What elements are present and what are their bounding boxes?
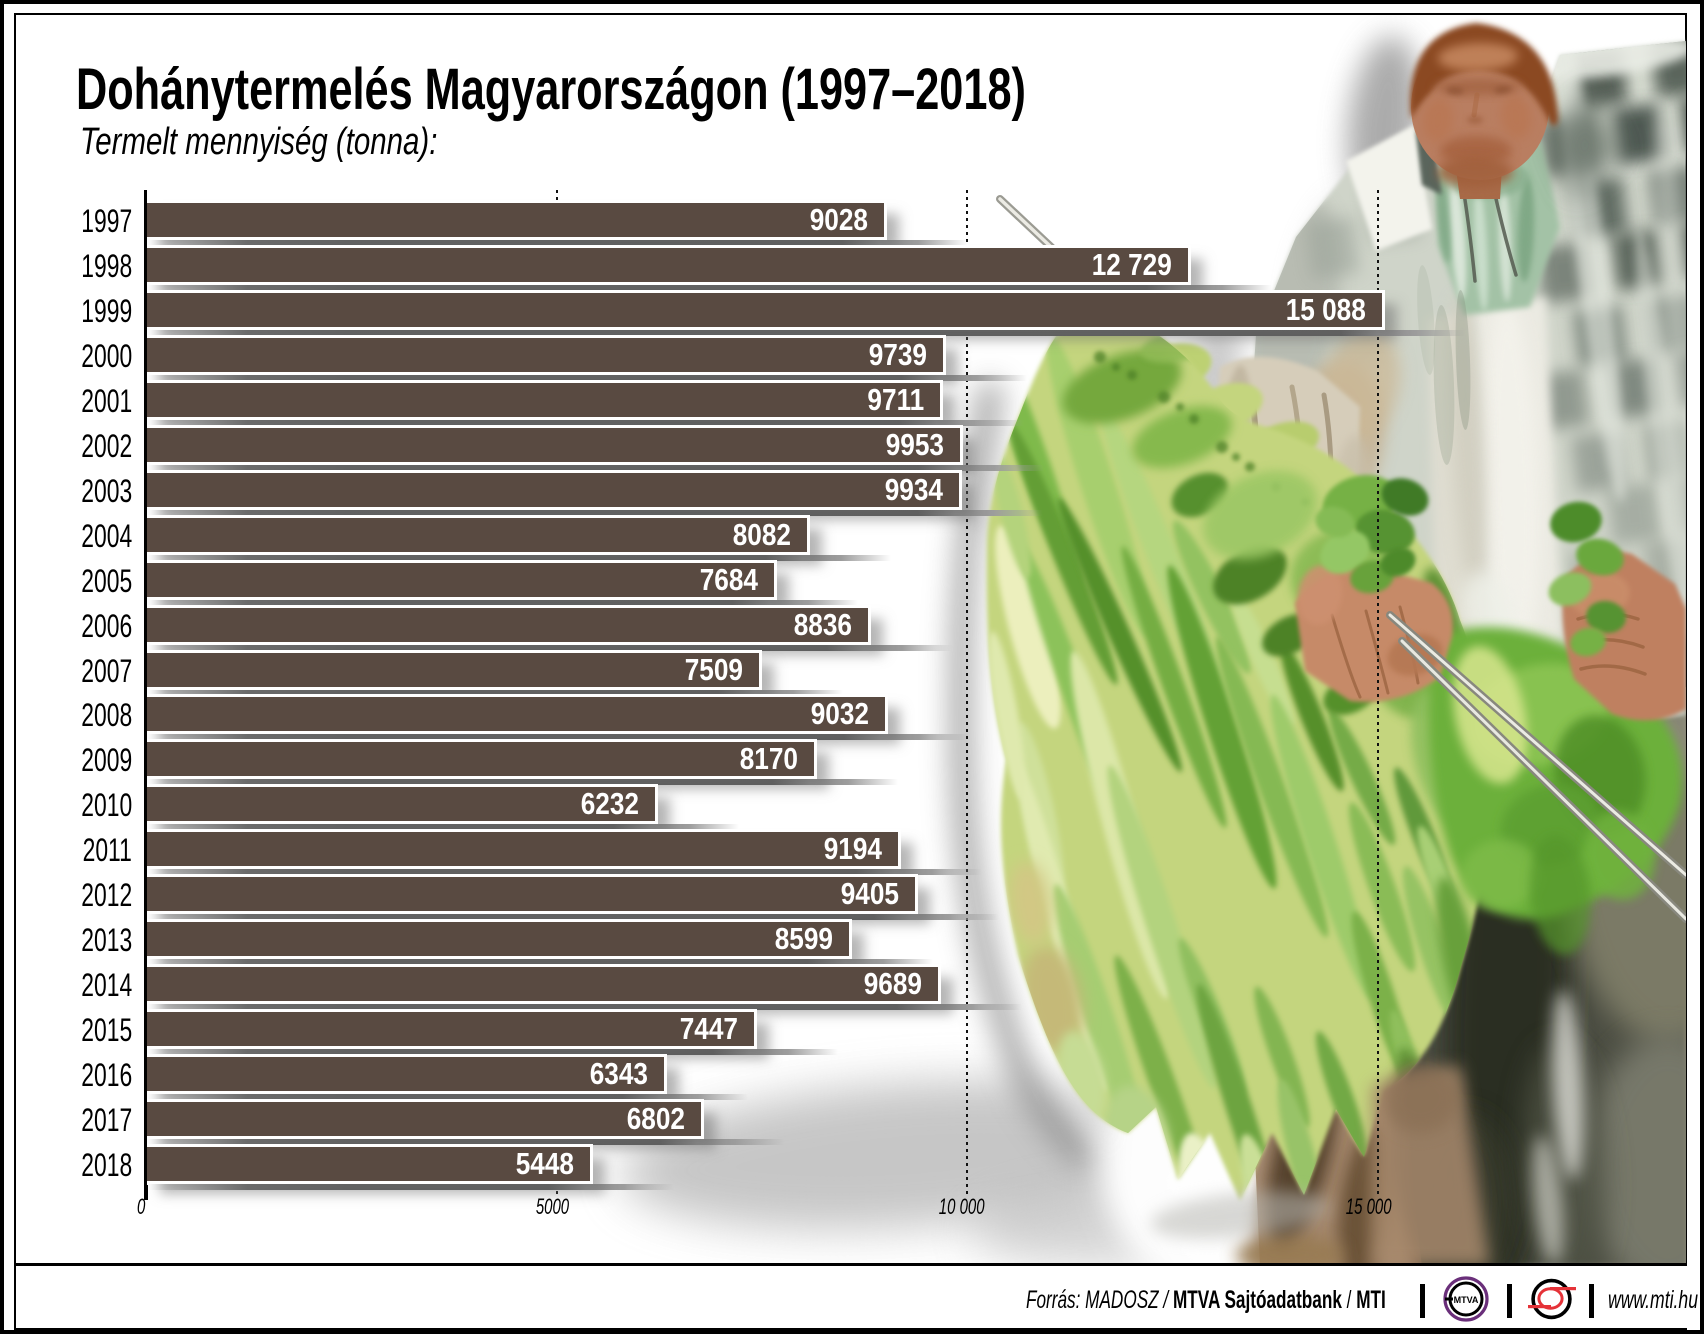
svg-text:MTVA: MTVA: [1454, 1295, 1479, 1305]
